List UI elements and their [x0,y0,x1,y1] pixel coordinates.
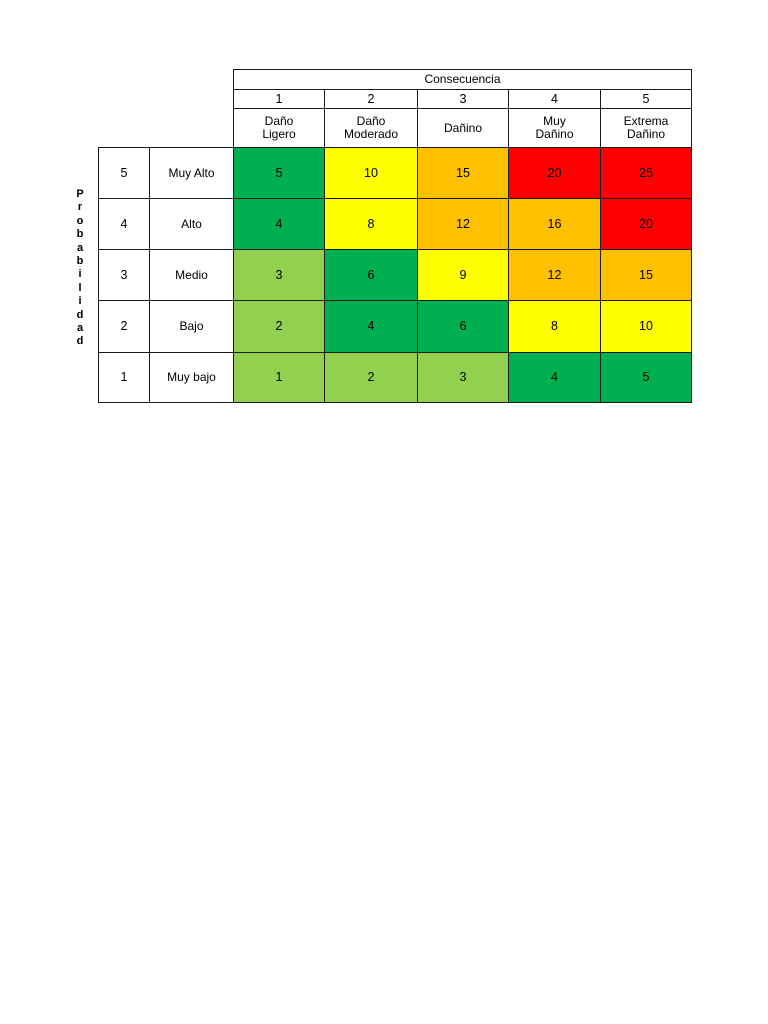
axis-letter: o [76,214,84,227]
column-label: Extrema Dañino [600,108,692,148]
row-label: Medio [149,249,234,301]
column-number: 1 [233,89,325,109]
risk-cell: 4 [324,300,418,353]
risk-cell: 6 [417,300,509,353]
axis-letter: d [76,335,84,348]
risk-cell: 2 [233,300,325,353]
column-label: Daño Moderado [324,108,418,148]
risk-cell: 25 [600,147,692,199]
column-label: Muy Dañino [508,108,601,148]
row-number: 4 [98,198,150,250]
risk-cell: 16 [508,198,601,250]
axis-letter: b [76,255,84,267]
row-label: Bajo [149,300,234,353]
risk-cell: 20 [508,147,601,199]
row-number: 1 [98,352,150,403]
column-number: 3 [417,89,509,109]
risk-cell: 8 [324,198,418,250]
column-number: 5 [600,89,692,109]
risk-cell: 12 [508,249,601,301]
risk-cell: 3 [417,352,509,403]
risk-cell: 10 [600,300,692,353]
column-number: 4 [508,89,601,109]
risk-cell: 5 [600,352,692,403]
risk-cell: 9 [417,249,509,301]
axis-letter: i [78,268,82,281]
risk-cell: 15 [417,147,509,199]
risk-cell: 1 [233,352,325,403]
axis-letter: b [76,228,84,241]
risk-cell: 8 [508,300,601,353]
column-label: Dañino [417,108,509,148]
row-number: 2 [98,300,150,353]
risk-cell: 20 [600,198,692,250]
axis-letter: i [78,295,82,308]
risk-cell: 15 [600,249,692,301]
row-number: 3 [98,249,150,301]
risk-cell: 6 [324,249,418,301]
axis-letter: a [76,322,84,334]
row-label: Muy Alto [149,147,234,199]
column-label: Daño Ligero [233,108,325,148]
risk-cell: 3 [233,249,325,301]
risk-cell: 5 [233,147,325,199]
axis-letter: d [76,308,84,321]
axis-letter: l [78,281,82,294]
risk-cell: 12 [417,198,509,250]
axis-letter: P [76,188,84,200]
consequence-title: Consecuencia [233,69,692,90]
row-label: Alto [149,198,234,250]
row-number: 5 [98,147,150,199]
risk-cell: 4 [233,198,325,250]
risk-cell: 4 [508,352,601,403]
axis-letter: a [76,241,84,254]
risk-cell: 2 [324,352,418,403]
risk-cell: 10 [324,147,418,199]
axis-letter: r [77,201,83,214]
column-number: 2 [324,89,418,109]
row-label: Muy bajo [149,352,234,403]
